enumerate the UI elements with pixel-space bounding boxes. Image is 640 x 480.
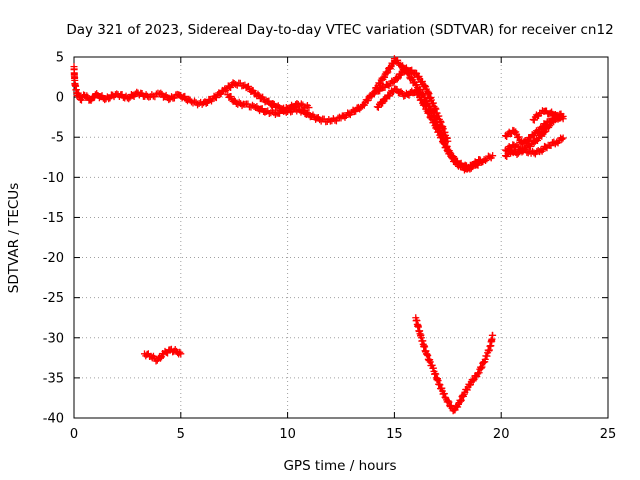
trace-segment bbox=[402, 87, 418, 99]
grid bbox=[74, 57, 608, 418]
data-points bbox=[70, 55, 567, 415]
trace-segment bbox=[451, 402, 462, 414]
trace-segment bbox=[509, 147, 521, 159]
trace-segment bbox=[434, 112, 451, 142]
trace-segment bbox=[442, 396, 455, 411]
trace-segment bbox=[429, 364, 443, 388]
x-axis-label: GPS time / hours bbox=[283, 458, 396, 474]
trace-segment bbox=[455, 390, 468, 407]
axis-ticks: 0 5 10 15 20 25 5 0 -5 -10 -15 -20 -25 -30 -35 -40 bbox=[43, 51, 617, 443]
trace-segment bbox=[456, 159, 472, 173]
trace-segment bbox=[528, 127, 543, 140]
data-point bbox=[559, 134, 567, 142]
trace-segment bbox=[349, 103, 365, 116]
y-tick-label: 0 bbox=[56, 91, 64, 106]
data-point bbox=[489, 152, 497, 160]
x-tick-label: 15 bbox=[386, 427, 403, 442]
y-tick-label: -30 bbox=[43, 331, 64, 346]
trace-segment bbox=[481, 342, 494, 366]
series-track-k bbox=[140, 345, 185, 365]
trace-segment bbox=[306, 111, 322, 123]
trace-segment bbox=[225, 93, 239, 105]
trace-segment bbox=[434, 128, 451, 154]
chart-title: Day 321 of 2023, Sidereal Day-to-day VTE… bbox=[66, 22, 613, 38]
y-tick-label: 5 bbox=[56, 51, 64, 66]
series-track-j bbox=[529, 107, 567, 124]
series-track-d bbox=[390, 55, 497, 174]
trace-segment bbox=[157, 89, 173, 104]
trace-segment bbox=[264, 97, 280, 111]
series-track-b bbox=[177, 57, 398, 126]
x-tick-label: 10 bbox=[279, 427, 296, 442]
trace-segment bbox=[199, 95, 216, 107]
trace-segment bbox=[383, 87, 397, 102]
y-tick-label: -40 bbox=[43, 412, 64, 427]
y-tick-label: -35 bbox=[43, 371, 64, 386]
y-tick-label: -10 bbox=[43, 171, 64, 186]
data-point bbox=[187, 98, 195, 106]
trace-segment bbox=[359, 91, 376, 109]
trace-segment bbox=[532, 129, 547, 144]
trace-segment bbox=[482, 152, 495, 164]
trace-segment bbox=[537, 142, 551, 155]
data-point bbox=[476, 156, 484, 164]
series-track-e bbox=[369, 64, 452, 145]
y-tick-label: -25 bbox=[43, 291, 64, 306]
trace-segment bbox=[530, 111, 543, 124]
data-point bbox=[177, 350, 185, 358]
trace-segment bbox=[125, 88, 141, 103]
plot-frame bbox=[73, 56, 609, 419]
trace-segment bbox=[412, 316, 424, 335]
y-tick-label: -15 bbox=[43, 211, 64, 226]
data-point bbox=[559, 115, 567, 123]
x-tick-label: 25 bbox=[600, 427, 617, 442]
trace-segment bbox=[148, 352, 160, 365]
series-track-c bbox=[224, 91, 313, 119]
trace-segment bbox=[274, 103, 290, 117]
trace-segment bbox=[413, 69, 430, 91]
trace-segment bbox=[88, 93, 99, 103]
trace-segment bbox=[392, 85, 408, 100]
trace-segment bbox=[423, 87, 440, 117]
series-track-l bbox=[412, 314, 497, 415]
series-track-f bbox=[373, 85, 484, 173]
trace-segment bbox=[413, 87, 430, 113]
trace-segment bbox=[416, 331, 430, 356]
trace-segment bbox=[71, 81, 80, 94]
trace-segment bbox=[178, 92, 194, 105]
trace-segment bbox=[445, 149, 462, 166]
trace-segment bbox=[537, 107, 546, 117]
x-tick-label: 20 bbox=[493, 427, 510, 442]
y-axis-label: SDTVAR / TECUs bbox=[6, 183, 22, 293]
data-point bbox=[489, 331, 497, 339]
y-tick-label: -20 bbox=[43, 251, 64, 266]
x-tick-label: 0 bbox=[70, 427, 78, 442]
series-track-a bbox=[70, 63, 185, 104]
trace-segment bbox=[554, 111, 566, 122]
y-tick-label: -5 bbox=[51, 131, 64, 146]
x-tick-label: 5 bbox=[177, 427, 185, 442]
trace-segment bbox=[338, 109, 354, 121]
trace-segment bbox=[423, 107, 440, 132]
trace-segment bbox=[462, 380, 474, 394]
data-point bbox=[305, 104, 313, 112]
trace-segment bbox=[381, 59, 398, 81]
trace-segment bbox=[468, 372, 481, 385]
data-point bbox=[474, 370, 482, 378]
series-track-i bbox=[501, 134, 567, 158]
trace-segment bbox=[221, 79, 237, 95]
